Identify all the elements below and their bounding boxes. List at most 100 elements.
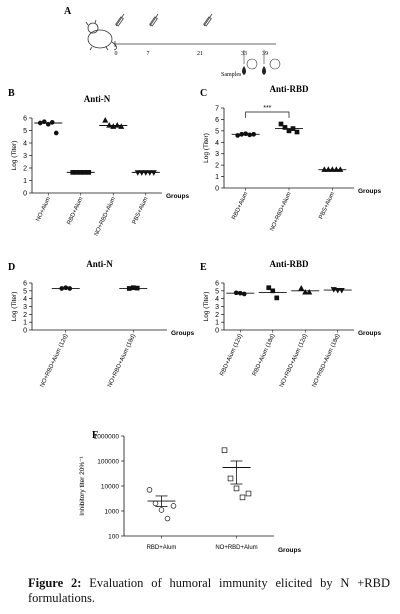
x-axis-label: Groups bbox=[166, 193, 189, 200]
x-axis-label: Groups bbox=[278, 547, 301, 554]
category-label: NO+Alum bbox=[36, 196, 53, 222]
data-point bbox=[110, 123, 117, 129]
panel-letter: B bbox=[8, 88, 15, 99]
chart-panel-c: C Anti-RBD 0 1 2 3 4 5 6 7 Log (Titer) Groups RBD+Al… bbox=[200, 84, 381, 232]
y-tick-label: 6 bbox=[215, 117, 219, 124]
category-label: RBD+Alum bbox=[67, 196, 85, 226]
category-label: NO+RBD+Alum (18d) bbox=[107, 333, 137, 388]
y-tick-label: 5 bbox=[215, 128, 219, 135]
y-tick-label: 1 bbox=[23, 178, 27, 185]
y-tick-label: 0 bbox=[215, 186, 219, 193]
panel-letter: D bbox=[8, 262, 15, 273]
data-point bbox=[221, 447, 228, 453]
y-tick-label: 5 bbox=[215, 288, 219, 295]
y-tick-label: 5 bbox=[23, 128, 27, 135]
chart-title: Anti-RBD bbox=[269, 84, 309, 94]
data-point bbox=[170, 503, 177, 509]
data-point bbox=[282, 125, 288, 130]
data-point bbox=[152, 500, 159, 507]
figure-caption: Figure 2: Evaluation of humoral immunity… bbox=[28, 576, 390, 606]
y-axis-label: Log (Titer) bbox=[11, 141, 18, 171]
sample-mouse-icon bbox=[243, 50, 281, 70]
syringe-icon bbox=[149, 13, 159, 27]
panel-letter: C bbox=[200, 88, 207, 99]
y-tick-label: 1000000 bbox=[94, 434, 120, 441]
panel-a-timeline: A 0 7 21 33 39 bbox=[64, 6, 281, 78]
data-point bbox=[102, 117, 109, 123]
y-tick-label: 1000 bbox=[105, 509, 120, 516]
y-tick-label: 3 bbox=[215, 151, 219, 158]
chart-panel-f: F 100 1000 10000 100000 1000000 Inhibitory tit… bbox=[79, 430, 301, 554]
y-tick-label: 2 bbox=[23, 312, 27, 319]
y-tick-label: 6 bbox=[23, 281, 27, 288]
category-label: PBS+Alum bbox=[132, 196, 150, 225]
category-label: NO+RBD+Alum bbox=[94, 196, 117, 237]
y-tick-label: 1 bbox=[23, 320, 27, 327]
category-label: RBD+Alum (18d) bbox=[252, 333, 277, 377]
data-point bbox=[164, 515, 171, 522]
mouse-icon bbox=[85, 19, 117, 51]
y-tick-label: 2 bbox=[23, 166, 27, 173]
y-axis-label: Log (Titer) bbox=[11, 292, 18, 322]
category-label: PBS+Alum bbox=[318, 191, 336, 220]
y-tick-label: 0 bbox=[215, 328, 219, 335]
x-axis-label: Groups bbox=[358, 330, 381, 337]
y-axis-label: Log (Titer) bbox=[203, 133, 210, 163]
y-tick-label: 4 bbox=[23, 296, 27, 303]
y-tick-label: 2 bbox=[215, 312, 219, 319]
syringe-icon bbox=[203, 13, 213, 27]
y-tick-label: 3 bbox=[23, 304, 27, 311]
category-label: RBD+Alum (12d) bbox=[219, 333, 244, 377]
data-point bbox=[49, 120, 55, 125]
data-point bbox=[294, 129, 300, 135]
y-tick-label: 6 bbox=[215, 281, 219, 288]
timeline-tick-label: 7 bbox=[147, 51, 150, 57]
category-label: RBD+Alum bbox=[231, 191, 249, 221]
data-point bbox=[302, 288, 309, 295]
y-tick-label: 0 bbox=[23, 191, 27, 198]
y-tick-label: 1 bbox=[215, 174, 219, 181]
caption-label: Figure 2: bbox=[28, 576, 82, 590]
data-point bbox=[306, 288, 313, 295]
y-tick-label: 1 bbox=[215, 320, 219, 327]
timeline-tick-label: 21 bbox=[197, 51, 203, 57]
caption-text: Evaluation of humoral immunity elicited … bbox=[28, 576, 391, 605]
blood-drop-icon bbox=[242, 66, 266, 75]
y-tick-label: 100 bbox=[108, 534, 119, 541]
panel-letter: E bbox=[200, 262, 207, 273]
data-point bbox=[158, 507, 165, 513]
data-point bbox=[227, 475, 234, 482]
data-point bbox=[298, 285, 305, 291]
data-point bbox=[278, 121, 284, 127]
x-axis-label: Groups bbox=[358, 188, 381, 195]
y-tick-label: 100000 bbox=[97, 459, 119, 466]
timeline-ticks: 0 7 21 33 39 bbox=[115, 51, 269, 57]
data-point bbox=[245, 490, 252, 497]
chart-title: Anti-N bbox=[86, 259, 113, 269]
data-point bbox=[146, 487, 153, 493]
category-label: NO+RBD+Alum (12d) bbox=[279, 333, 309, 388]
x-axis-label: Groups bbox=[171, 330, 194, 337]
data-point bbox=[266, 285, 272, 291]
category-label: NO+RBD+Alum bbox=[215, 545, 257, 551]
chart-title: Anti-N bbox=[84, 94, 111, 104]
y-tick-label: 4 bbox=[215, 296, 219, 303]
data-point bbox=[247, 132, 253, 138]
timeline-tick-label: 39 bbox=[262, 51, 268, 57]
data-point bbox=[239, 494, 246, 501]
y-axis-label: Log (Titer) bbox=[203, 292, 210, 322]
y-tick-label: 0 bbox=[23, 328, 27, 335]
y-tick-label: 3 bbox=[215, 304, 219, 311]
y-tick-label: 5 bbox=[23, 288, 27, 295]
y-tick-label: 7 bbox=[215, 106, 219, 113]
category-label: RBD+Alum bbox=[147, 545, 177, 551]
chart-title: Anti-RBD bbox=[269, 259, 309, 269]
data-point bbox=[118, 123, 125, 129]
panel-a-letter: A bbox=[64, 6, 72, 17]
significance-bracket bbox=[245, 111, 290, 118]
y-tick-label: 4 bbox=[23, 141, 27, 148]
data-point bbox=[243, 131, 249, 137]
samples-label: Samples bbox=[221, 72, 242, 78]
